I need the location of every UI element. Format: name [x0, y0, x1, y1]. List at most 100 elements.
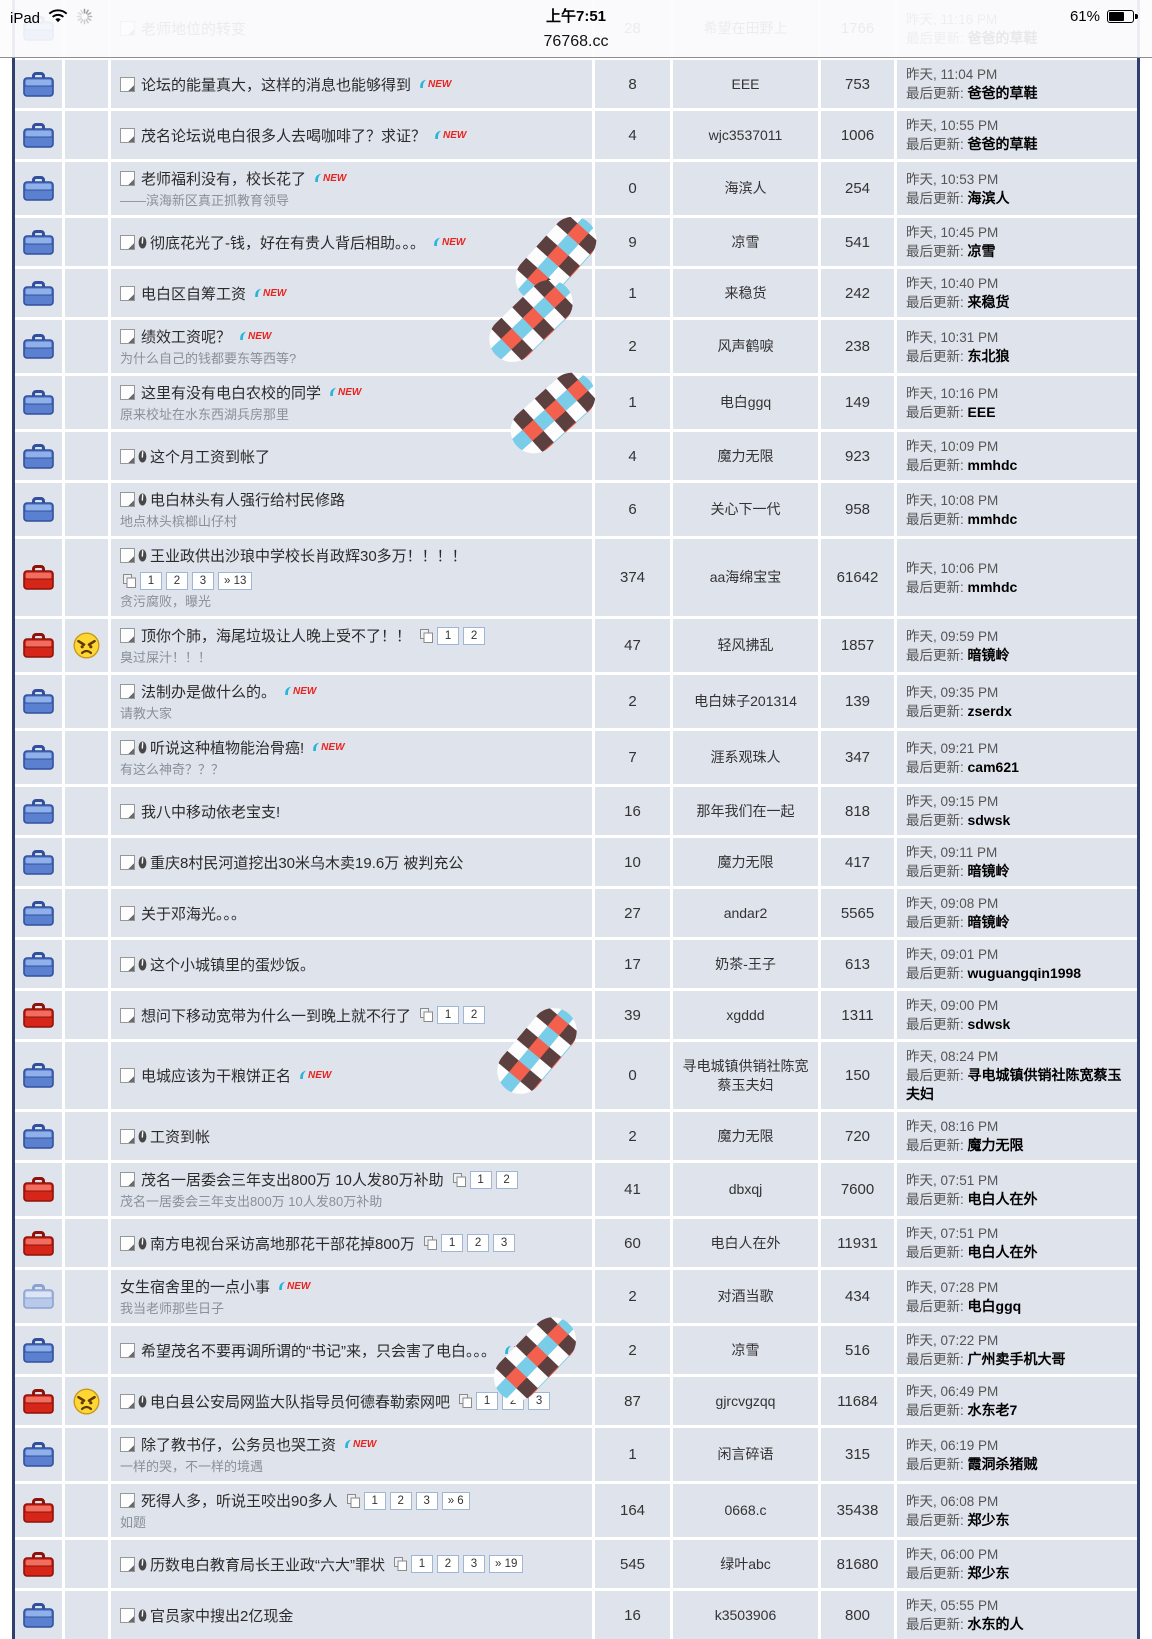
- author-link[interactable]: 绿叶abc: [720, 1555, 771, 1574]
- thread-title-link[interactable]: 王业政供出沙琅中学校长肖政辉30多万！！！！: [150, 545, 467, 566]
- author-link[interactable]: 涯系观珠人: [711, 748, 781, 767]
- author-link[interactable]: 魔力无限: [718, 1127, 774, 1146]
- thread-page-link[interactable]: 3: [416, 1492, 438, 1510]
- lastpost-author-link[interactable]: mmhdc: [968, 457, 1018, 473]
- author-link[interactable]: 海滨人: [725, 179, 767, 198]
- author-link[interactable]: wjc3537011: [709, 126, 783, 145]
- lastpost-author-link[interactable]: 凉雪: [968, 243, 996, 259]
- thread-title-link[interactable]: 茂名论坛说电白很多人去喝咖啡了？求证？: [141, 125, 426, 146]
- thread-page-link[interactable]: 1: [437, 1006, 459, 1024]
- lastpost-author-link[interactable]: 电白ggq: [968, 1298, 1022, 1314]
- author-link[interactable]: 闲言碎语: [718, 1445, 774, 1464]
- author-link[interactable]: 那年我们在一起: [697, 802, 795, 821]
- author-link[interactable]: 魔力无限: [718, 447, 774, 466]
- author-link[interactable]: EEE: [731, 75, 759, 94]
- url-label[interactable]: 76768.cc: [0, 33, 1152, 51]
- author-link[interactable]: 电白人在外: [711, 1234, 781, 1253]
- thread-title-link[interactable]: 希望茂名不要再调所谓的“书记”来，只会害了电白。。。: [141, 1340, 496, 1361]
- lastpost-author-link[interactable]: cam621: [968, 759, 1019, 775]
- thread-title-link[interactable]: 死得人多，听说王咬出90多人: [141, 1490, 338, 1511]
- thread-title-link[interactable]: 这里有没有电白农校的同学: [141, 382, 321, 403]
- thread-title-link[interactable]: 老师福利没有，校长花了: [141, 168, 306, 189]
- thread-page-link[interactable]: 3: [192, 572, 214, 590]
- author-link[interactable]: 魔力无限: [718, 853, 774, 872]
- thread-title-link[interactable]: 除了教书仔，公务员也哭工资: [141, 1434, 336, 1455]
- thread-page-link[interactable]: 2: [467, 1234, 489, 1252]
- lastpost-author-link[interactable]: 魔力无限: [968, 1137, 1024, 1153]
- thread-page-link[interactable]: 2: [437, 1555, 459, 1573]
- lastpost-author-link[interactable]: 海滨人: [968, 190, 1010, 206]
- lastpost-author-link[interactable]: sdwsk: [968, 1016, 1011, 1032]
- author-link[interactable]: 0668.c: [724, 1501, 766, 1520]
- lastpost-author-link[interactable]: sdwsk: [968, 812, 1011, 828]
- author-link[interactable]: 风声鹤唳: [718, 337, 774, 356]
- lastpost-author-link[interactable]: 暗镜岭: [968, 647, 1010, 663]
- thread-title-link[interactable]: 这个小城镇里的蛋炒饭。: [150, 954, 315, 975]
- thread-page-link[interactable]: » 19: [489, 1555, 523, 1573]
- thread-title-link[interactable]: 历数电白教育局长王业政“六大”罪状: [150, 1554, 385, 1575]
- author-link[interactable]: andar2: [724, 904, 768, 923]
- author-link[interactable]: 来稳货: [725, 284, 767, 303]
- lastpost-author-link[interactable]: 广州卖手机大哥: [968, 1351, 1066, 1367]
- thread-title-link[interactable]: 彻底花光了-钱，好在有贵人背后相助。。。: [150, 232, 425, 253]
- thread-title-link[interactable]: 重庆8村民河道挖出30米乌木卖19.6万 被判充公: [150, 852, 463, 873]
- thread-title-link[interactable]: 电城应该为干粮饼正名: [141, 1065, 291, 1086]
- lastpost-author-link[interactable]: 电白人在外: [968, 1191, 1038, 1207]
- lastpost-author-link[interactable]: mmhdc: [968, 579, 1018, 595]
- lastpost-author-link[interactable]: 郑少东: [968, 1565, 1010, 1581]
- thread-page-link[interactable]: 2: [463, 627, 485, 645]
- thread-page-link[interactable]: 1: [140, 572, 162, 590]
- thread-title-link[interactable]: 听说这种植物能治骨癌!: [150, 737, 304, 758]
- thread-title-link[interactable]: 电白区自筹工资: [141, 283, 246, 304]
- thread-page-link[interactable]: 1: [364, 1492, 386, 1510]
- lastpost-author-link[interactable]: 爸爸的草鞋: [968, 136, 1038, 152]
- thread-page-link[interactable]: 3: [463, 1555, 485, 1573]
- thread-title-link[interactable]: 我八中移动依老宝支!: [141, 801, 280, 822]
- thread-title-link[interactable]: 想问下移动宽带为什么一到晚上就不行了: [141, 1005, 411, 1026]
- thread-page-link[interactable]: 2: [166, 572, 188, 590]
- lastpost-author-link[interactable]: 电白人在外: [968, 1244, 1038, 1260]
- lastpost-author-link[interactable]: 霞洞杀猪贼: [968, 1456, 1038, 1472]
- lastpost-author-link[interactable]: EEE: [968, 404, 996, 420]
- thread-page-link[interactable]: 1: [470, 1171, 492, 1189]
- thread-title-link[interactable]: 关于邓海光。。。: [141, 903, 246, 924]
- thread-title-link[interactable]: 论坛的能量真大，这样的消息也能够得到: [141, 74, 411, 95]
- lastpost-author-link[interactable]: mmhdc: [968, 511, 1018, 527]
- author-link[interactable]: 电白妹子201314: [694, 692, 797, 711]
- thread-title-link[interactable]: 茂名一居委会三年支出800万 10人发80万补助: [141, 1169, 444, 1190]
- author-link[interactable]: 奶茶-王子: [715, 955, 776, 974]
- thread-page-link[interactable]: 1: [437, 627, 459, 645]
- thread-title-link[interactable]: 电白林头有人强行给村民修路: [150, 489, 345, 510]
- lastpost-author-link[interactable]: 郑少东: [968, 1512, 1010, 1528]
- lastpost-author-link[interactable]: 水东老7: [968, 1402, 1018, 1418]
- author-link[interactable]: 凉雪: [732, 1341, 760, 1360]
- thread-page-link[interactable]: 3: [493, 1234, 515, 1252]
- author-link[interactable]: 对酒当歌: [718, 1287, 774, 1306]
- thread-page-link[interactable]: 2: [390, 1492, 412, 1510]
- lastpost-author-link[interactable]: wuguangqin1998: [968, 965, 1082, 981]
- author-link[interactable]: 轻风拂乱: [718, 636, 774, 655]
- thread-title-link[interactable]: 这个月工资到帐了: [150, 446, 270, 467]
- thread-page-link[interactable]: 1: [411, 1555, 433, 1573]
- author-link[interactable]: 寻电城镇供销社陈宽蔡玉夫妇: [677, 1057, 814, 1095]
- thread-page-link[interactable]: 2: [463, 1006, 485, 1024]
- author-link[interactable]: dbxqj: [729, 1180, 762, 1199]
- thread-title-link[interactable]: 顶你个肺，海尾垃圾让人晚上受不了！！: [141, 625, 411, 646]
- thread-title-link[interactable]: 官员家中搜出2亿现金: [150, 1605, 293, 1626]
- thread-page-link[interactable]: 1: [441, 1234, 463, 1252]
- thread-page-link[interactable]: » 13: [218, 572, 252, 590]
- author-link[interactable]: aa海绵宝宝: [710, 568, 782, 587]
- author-link[interactable]: 凉雪: [732, 233, 760, 252]
- author-link[interactable]: 电白ggq: [720, 393, 771, 412]
- lastpost-author-link[interactable]: 暗镜岭: [968, 863, 1010, 879]
- lastpost-author-link[interactable]: 爸爸的草鞋: [968, 85, 1038, 101]
- thread-title-link[interactable]: 法制办是做什么的。: [141, 681, 276, 702]
- lastpost-author-link[interactable]: 暗镜岭: [968, 914, 1010, 930]
- thread-page-link[interactable]: » 6: [442, 1492, 470, 1510]
- lastpost-author-link[interactable]: zserdx: [968, 703, 1012, 719]
- thread-title-link[interactable]: 电白县公安局网监大队指导员何德春勒索网吧: [150, 1391, 450, 1412]
- thread-title-link[interactable]: 工资到帐: [150, 1126, 210, 1147]
- author-link[interactable]: xgddd: [726, 1006, 764, 1025]
- author-link[interactable]: k3503906: [715, 1606, 777, 1625]
- thread-title-link[interactable]: 南方电视台采访高地那花干部花掉800万: [150, 1233, 415, 1254]
